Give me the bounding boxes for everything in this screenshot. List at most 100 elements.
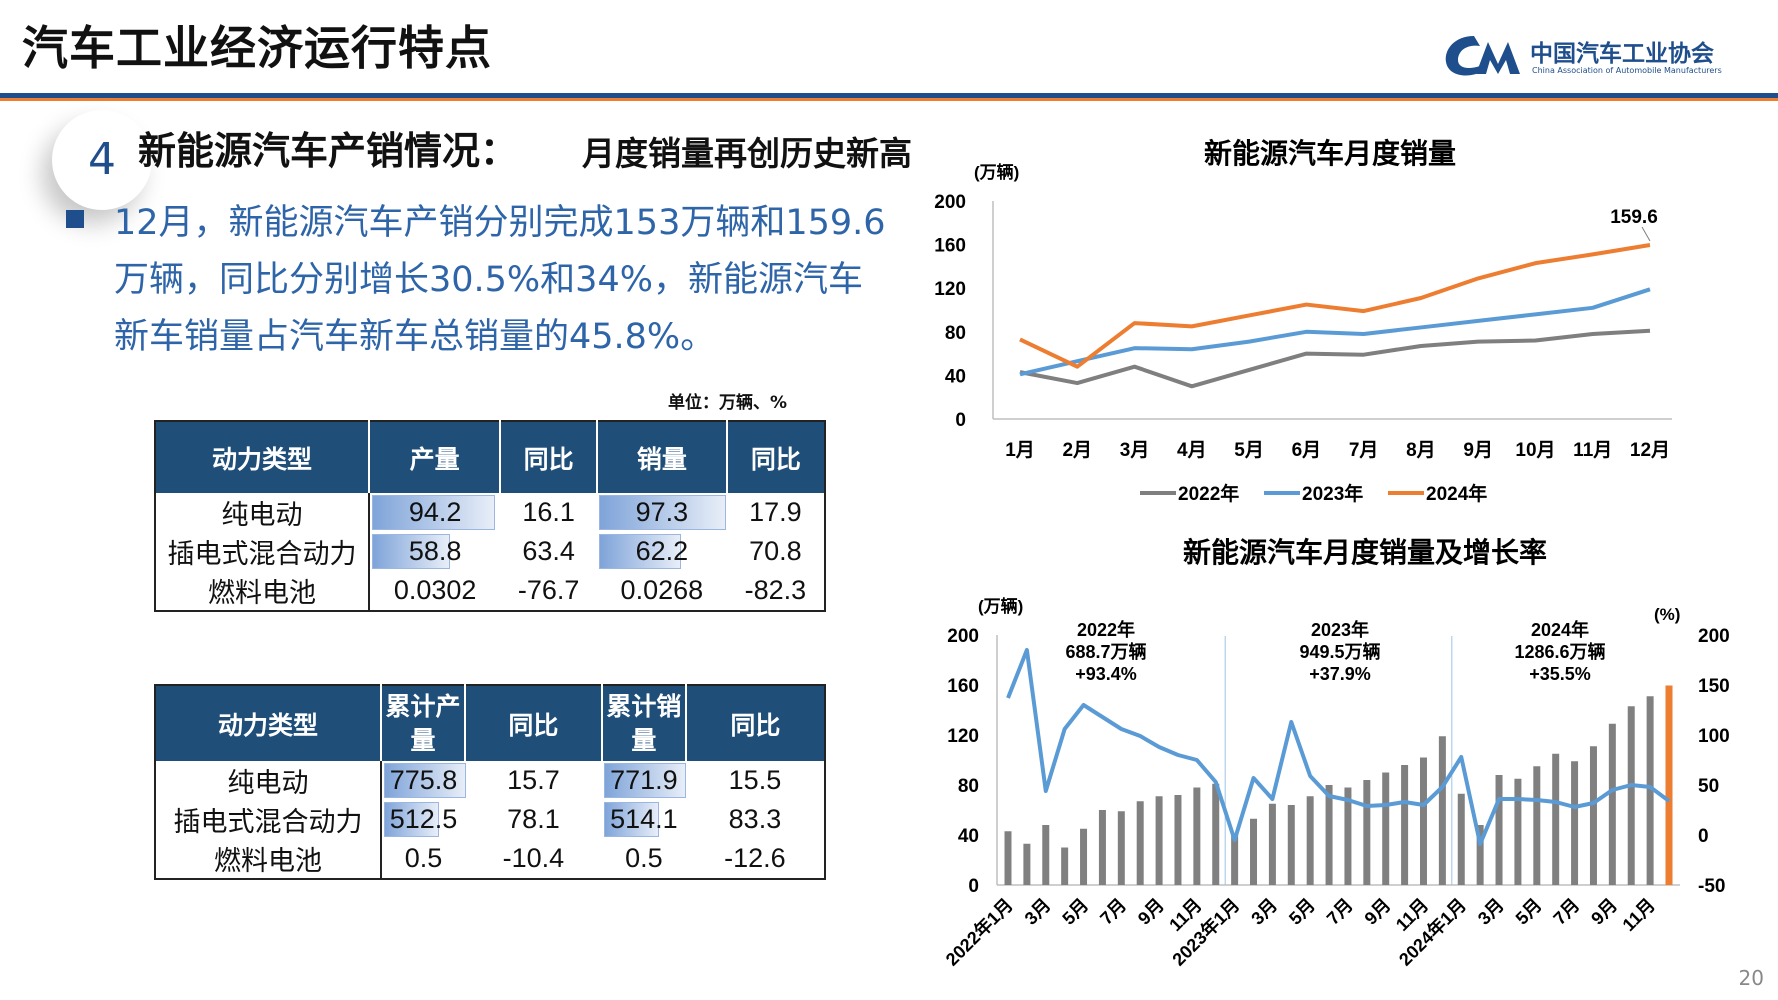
chart2-bar: [1514, 778, 1522, 885]
chart1-legend-label: 2023年: [1302, 482, 1363, 505]
chart1-series-line-2024年: [1019, 243, 1651, 369]
chart2-bar: [1250, 818, 1258, 885]
table-cell-sales: 771.9: [602, 761, 687, 800]
chart2-y-unit-left: (万辆): [978, 596, 1023, 616]
chart1-x-tick: 9月: [1463, 440, 1493, 461]
header-cell: 同比: [726, 421, 825, 493]
chart1-x-tick: 8月: [1406, 440, 1436, 461]
chart2-bar: [1004, 831, 1012, 885]
cell-text: 0.0268: [620, 575, 704, 605]
cell-text: 0.5: [404, 843, 443, 873]
chart2-bar: [1646, 696, 1654, 885]
chart2-bar: [1117, 811, 1125, 885]
cell-text: 514.1: [610, 804, 678, 834]
table-row: 插电式混合动力 512.5 78.1 514.1 83.3: [155, 800, 825, 839]
unit-note: 单位：万辆、%: [668, 393, 788, 413]
cell-text: 63.4: [522, 536, 575, 566]
chart2-bar: [1363, 780, 1371, 885]
chart2-bar: [1552, 753, 1560, 885]
cell-text: 插电式混合动力: [173, 807, 363, 837]
cell-text: -12.6: [724, 843, 786, 873]
chart2-bar: [1080, 828, 1088, 885]
cumulative-table: 动力类型 累计产量 同比 累计销量 同比 纯电动 775.8 15.7 771.9 15…: [154, 684, 826, 880]
chart2-y-tick-left: 0: [968, 876, 979, 897]
chart2-bar: [1174, 795, 1182, 885]
chart1-y-tick: 40: [945, 366, 966, 387]
header-cell: 销量: [596, 421, 728, 493]
chart2-bar: [1212, 783, 1220, 885]
chart2-x-tick: 7月: [1549, 895, 1583, 929]
table-cell-sales: 97.3: [597, 493, 727, 532]
table-cell-prod_yoy: -76.7: [500, 571, 597, 611]
chart1-series-line-2022年: [1019, 328, 1651, 389]
chart1-x-tick: 1月: [1005, 440, 1035, 461]
chart2-y-tick-right: 100: [1698, 726, 1730, 747]
chart2-x-tick: 7月: [1096, 895, 1130, 929]
chart2-bar: [1155, 796, 1163, 885]
chart2-bar: [1589, 746, 1597, 885]
chart1-y-tick: 200: [934, 192, 966, 213]
data-bar: [384, 763, 466, 798]
chart2-bar: [1382, 772, 1390, 885]
table-cell-sales_yoy: 15.5: [686, 761, 825, 800]
header-cell: 同比: [465, 685, 603, 761]
chart2-bar: [1571, 761, 1579, 885]
cell-text: 0.5: [625, 843, 663, 873]
table-cell-type: 插电式混合动力: [155, 800, 382, 839]
table-cell-prod: 775.8: [381, 761, 466, 800]
chart2-annotation-growth: +93.4%: [1075, 664, 1137, 684]
cell-text: 771.9: [610, 765, 678, 795]
header-cell: 动力类型: [155, 421, 370, 493]
chart2-bar: [1344, 787, 1352, 885]
chart2-bar: [1287, 805, 1295, 885]
chart2-y-tick-right: 50: [1698, 776, 1719, 797]
chart2-x-tick: 5月: [1058, 895, 1092, 929]
chart2-annotation-growth: +37.9%: [1309, 664, 1371, 684]
cell-text: 15.5: [728, 765, 782, 795]
table-cell-prod: 0.5: [381, 839, 465, 879]
table-row: 纯电动 775.8 15.7 771.9 15.5: [155, 761, 825, 800]
section-subtitle: 月度销量再创历史新高: [582, 134, 912, 173]
chart2-bar: [1193, 787, 1201, 885]
section-badge: [52, 110, 152, 210]
chart2-annotation-total: 1286.6万辆: [1514, 641, 1605, 662]
table-cell-prod_yoy: 15.7: [465, 761, 602, 800]
cell-text: 70.8: [749, 536, 802, 566]
chart2-annotation-total: 949.5万辆: [1299, 641, 1380, 662]
cam-logo-icon: [1445, 36, 1520, 76]
page-number: 20: [1738, 966, 1764, 990]
chart2-bar: [1495, 775, 1503, 885]
header-rule-blue: [0, 93, 1778, 98]
chart2-bar: [1419, 757, 1427, 885]
chart2-bar: [1533, 766, 1541, 885]
chart2-bar: [1438, 736, 1446, 885]
chart2-bar: [1627, 706, 1635, 885]
data-bar: [603, 802, 660, 837]
cell-text: 插电式混合动力: [167, 539, 357, 569]
chart1-x-tick: 12月: [1630, 440, 1670, 461]
chart2-y-tick-right: 0: [1698, 826, 1709, 847]
logo-text: 中国汽车工业协会: [1530, 41, 1714, 67]
cell-text: -10.4: [502, 843, 565, 873]
chart2-x-tick: 2022年1月: [941, 894, 1017, 970]
table-cell-sales: 0.0268: [597, 571, 727, 611]
cell-text: 83.3: [728, 804, 782, 834]
chart2-x-tick: 3月: [1247, 895, 1281, 929]
chart2-bar: [1098, 810, 1106, 885]
chart2-x-tick: 11月: [1619, 895, 1659, 935]
chart1-x-tick: 5月: [1234, 440, 1264, 461]
chart2-annotation-year: 2022年: [1077, 619, 1135, 640]
header-cell: 动力类型: [155, 685, 382, 761]
section-title: 新能源汽车产销情况：: [138, 129, 519, 173]
logo-english: China Association of Automobile Manufact…: [1532, 66, 1722, 75]
chart2-x-tick: 9月: [1134, 895, 1168, 929]
table-cell-prod: 0.0302: [369, 571, 500, 611]
data-bar: [372, 495, 496, 530]
cell-text: 16.1: [522, 497, 575, 527]
chart2-y-tick-left: 160: [947, 676, 979, 697]
table-cell-sales_yoy: 70.8: [727, 532, 825, 571]
cell-text: 62.2: [635, 536, 689, 566]
table-cell-type: 燃料电池: [155, 839, 382, 879]
header-cell: 同比: [685, 685, 825, 761]
table-row: 燃料电池 0.5 -10.4 0.5 -12.6: [155, 839, 825, 879]
